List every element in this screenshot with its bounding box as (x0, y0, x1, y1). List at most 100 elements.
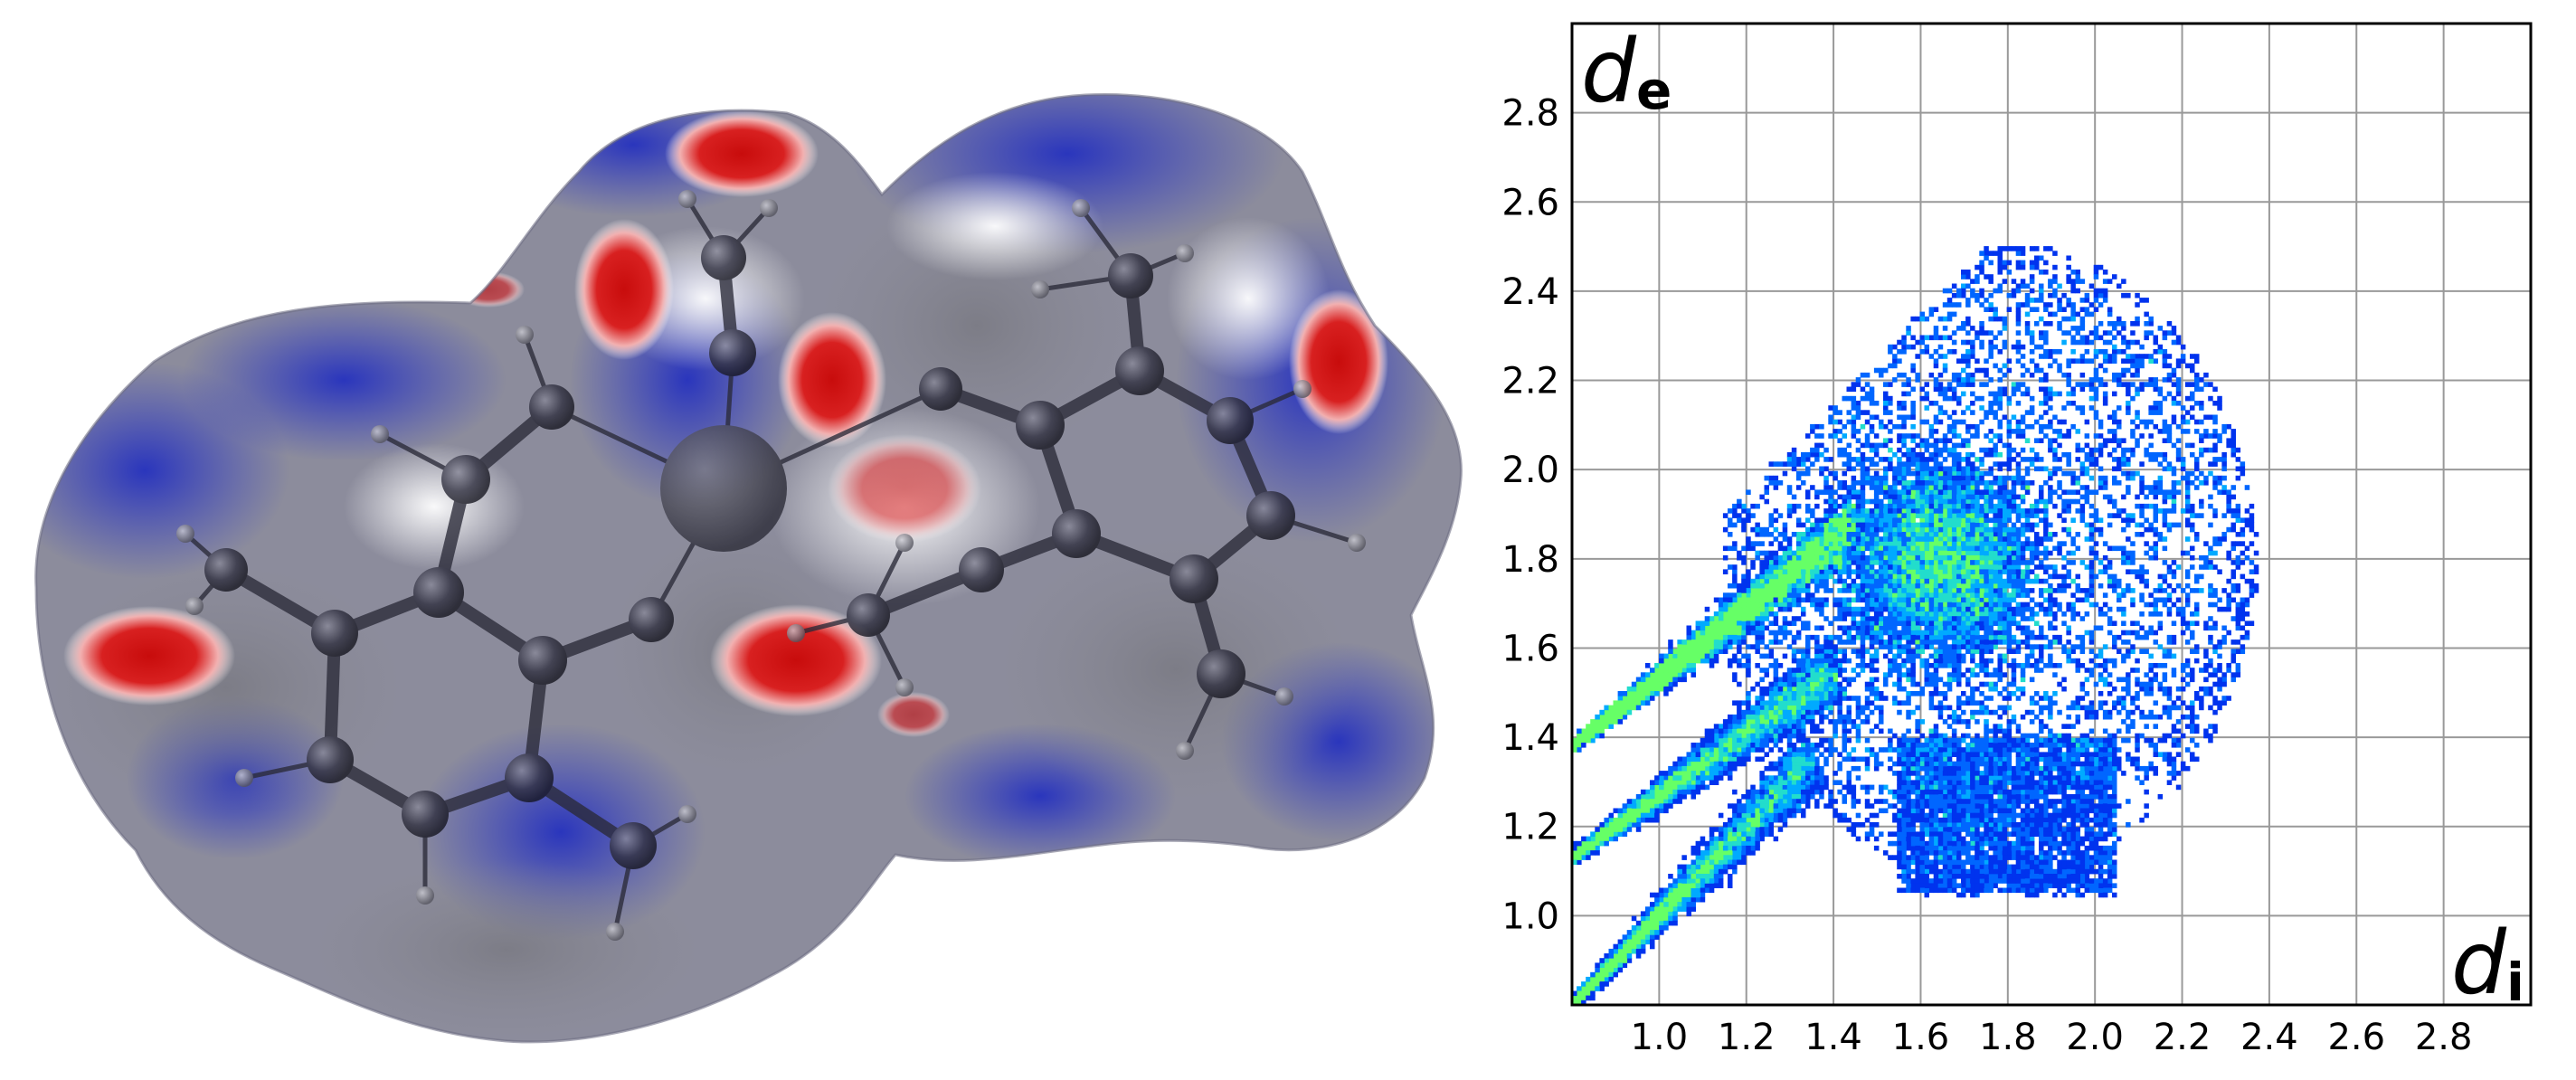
density-cell (1833, 504, 1838, 509)
density-cell (2076, 715, 2081, 720)
density-cell (1906, 780, 1911, 785)
density-cell (1814, 583, 1820, 589)
density-cell (2070, 592, 2076, 598)
density-cell (2249, 541, 2255, 546)
density-cell (1765, 532, 1770, 537)
density-cell (1870, 813, 1875, 819)
density-cell (1988, 467, 1994, 472)
density-cell (2172, 654, 2177, 659)
density-cell (1901, 541, 1907, 546)
density-cell (1920, 387, 1926, 393)
density-cell (1856, 621, 1861, 626)
density-cell (1819, 738, 1824, 744)
density-cell (1769, 630, 1775, 636)
density-cell (1970, 654, 1975, 659)
density-cell (1956, 621, 1962, 626)
density-cell (2185, 480, 2191, 486)
density-cell (2034, 574, 2040, 580)
density-cell (1965, 719, 1971, 725)
density-cell (1792, 508, 1797, 514)
density-cell (1965, 349, 1971, 355)
density-cell (1828, 555, 1833, 561)
density-cell (1901, 592, 1907, 598)
density-cell (1965, 270, 1971, 275)
density-cell (2089, 536, 2095, 542)
density-cell (2231, 654, 2237, 659)
density-cell (1828, 710, 1833, 715)
density-cell (2181, 476, 2186, 481)
density-cell (1965, 495, 1971, 500)
density-cell (1956, 508, 1962, 514)
density-cell (1783, 532, 1788, 537)
density-cell (2121, 658, 2126, 664)
density-cell (2203, 626, 2209, 631)
density-cell (2236, 583, 2241, 589)
density-cell (2066, 508, 2071, 514)
density-cell (1979, 574, 1984, 580)
density-cell (1810, 762, 1815, 767)
density-cell (2176, 452, 2182, 458)
density-cell (1774, 682, 1779, 687)
density-cell (2089, 513, 2095, 518)
density-cell (1979, 471, 1984, 477)
density-cell (1901, 495, 1907, 500)
density-cell (1901, 564, 1907, 570)
density-cell (1737, 517, 1742, 523)
density-cell (2021, 869, 2026, 875)
density-cell (1728, 564, 1733, 570)
density-cell (1925, 523, 1930, 528)
density-cell (1970, 410, 1975, 415)
density-cell (1970, 508, 1975, 514)
density-cell (1934, 738, 1939, 744)
density-cell (2012, 489, 2017, 495)
density-cell (2098, 762, 2104, 767)
density-cell (2139, 489, 2145, 495)
density-cell (1988, 541, 1994, 546)
density-cell (2034, 452, 2040, 458)
density-cell (2158, 583, 2164, 589)
density-cell (1901, 766, 1907, 772)
density-cell (2217, 433, 2222, 439)
density-cell (1892, 598, 1898, 603)
density-cell (2057, 541, 2062, 546)
density-cell (1759, 579, 1765, 584)
density-cell (1888, 532, 1893, 537)
density-cell (1998, 438, 2003, 443)
density-cell (1952, 467, 1957, 472)
density-cell (2158, 345, 2164, 350)
density-cell (1970, 517, 1975, 523)
density-cell (2130, 588, 2136, 593)
density-cell (2158, 508, 2164, 514)
density-cell (2080, 517, 2086, 523)
density-cell (1952, 649, 1957, 654)
density-cell (2061, 420, 2067, 425)
density-cell (1828, 433, 1833, 439)
density-cell (2181, 663, 2186, 668)
density-cell (2012, 246, 2017, 251)
density-cell (2226, 527, 2231, 533)
density-cell (2167, 762, 2173, 767)
density-cell (1947, 724, 1953, 729)
density-cell (1925, 775, 1930, 781)
density-cell (2080, 687, 2086, 692)
density-cell (2117, 508, 2122, 514)
density-cell (1934, 574, 1939, 580)
density-cell (1892, 489, 1898, 495)
density-cell (2066, 569, 2071, 574)
density-cell (1934, 401, 1939, 406)
density-cell (1934, 513, 1939, 518)
density-cell (2070, 476, 2076, 481)
density-cell (1783, 560, 1788, 565)
density-cell (1910, 489, 1916, 495)
density-cell (2016, 433, 2022, 439)
density-cell (1814, 443, 1820, 449)
density-cell (1870, 396, 1875, 402)
density-cell (1737, 611, 1742, 617)
density-cell (1979, 822, 1984, 828)
density-cell (1965, 621, 1971, 626)
density-cell (1861, 461, 1866, 467)
density-cell (2003, 799, 2008, 804)
density-cell (2057, 349, 2062, 355)
density-cell (2208, 734, 2213, 739)
density-cell (1852, 401, 1857, 406)
